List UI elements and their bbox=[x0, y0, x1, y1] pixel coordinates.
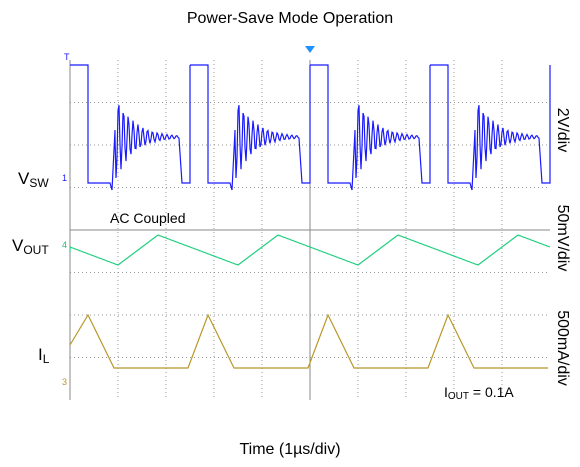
ch1-marker: 1 bbox=[62, 173, 67, 183]
title: Power-Save Mode Operation bbox=[187, 10, 393, 27]
il-name: I bbox=[38, 345, 43, 364]
load-name: I bbox=[444, 384, 448, 400]
x-axis-label: Time (1µs/div) bbox=[239, 441, 340, 458]
ch4-scale: 50mV/div bbox=[554, 205, 571, 272]
vsw-label: VSW bbox=[18, 169, 49, 190]
vsw-sub: SW bbox=[29, 176, 49, 190]
vout-sub: OUT bbox=[23, 243, 49, 257]
vsw-name: V bbox=[18, 169, 30, 188]
il-label: IL bbox=[38, 345, 50, 366]
load-label: IOUT = 0.1A bbox=[444, 384, 514, 402]
il-trace bbox=[69, 313, 548, 369]
annotation: AC Coupled bbox=[110, 210, 186, 226]
ch1-scale: 2V/div bbox=[554, 108, 571, 152]
ch3-scale: 500mA/div bbox=[554, 310, 571, 386]
vout-name: V bbox=[12, 236, 24, 255]
ch3-marker: 3 bbox=[62, 377, 67, 387]
load-text: = 0.1A bbox=[469, 384, 514, 400]
vout-label: VOUT bbox=[12, 236, 49, 257]
vout-trace bbox=[69, 234, 551, 266]
il-sub: L bbox=[43, 352, 50, 366]
load-sub: OUT bbox=[448, 391, 469, 402]
traces bbox=[69, 64, 551, 369]
ch4-marker: 4 bbox=[62, 240, 67, 250]
vsw-trace bbox=[70, 64, 551, 191]
trigger-marker: T bbox=[64, 52, 70, 62]
trigger-position bbox=[305, 46, 315, 53]
